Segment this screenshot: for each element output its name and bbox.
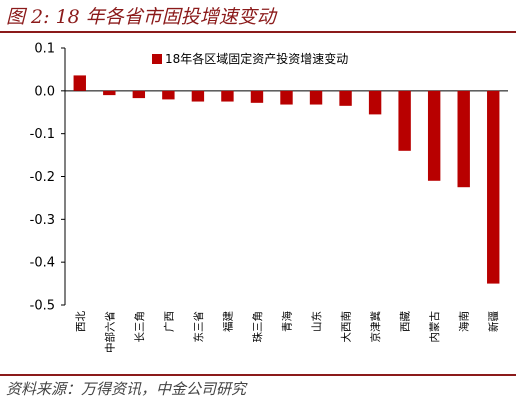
source-rule: [0, 374, 516, 376]
y-tick-label: -0.4: [30, 256, 55, 271]
bar: [221, 90, 234, 102]
y-tick-labels: 0.1 0.0 -0.1 -0.2 -0.3 -0.4 -0.5: [30, 42, 55, 314]
bar-chart: 0.1 0.0 -0.1 -0.2 -0.3 -0.4 -0.5 西北 中部六省 长三角 广西 东三…: [30, 42, 508, 353]
bar: [427, 90, 441, 181]
x-category-label: 青海: [281, 311, 294, 332]
bar: [280, 90, 293, 105]
x-category-label: 西藏: [400, 311, 412, 332]
bar: [191, 90, 205, 102]
bar: [250, 90, 264, 103]
bar: [132, 90, 146, 99]
x-category-label: 珠三角: [251, 311, 264, 343]
bar: [398, 90, 411, 151]
bar: [487, 90, 500, 284]
bar: [457, 90, 470, 188]
x-category-label: 新疆: [487, 311, 500, 332]
y-tick-label: 0.1: [34, 42, 55, 57]
y-tick-label: -0.2: [30, 170, 55, 185]
bar: [368, 90, 382, 115]
figure-source: 资料来源：万得资讯，中金公司研究: [6, 380, 247, 398]
legend-swatch: [152, 54, 162, 64]
x-category-labels: 西北 中部六省 长三角 广西 东三省 福建 珠三角 青海 山东 大西南 京津冀 西藏 内蒙古 海南 新疆: [75, 311, 500, 353]
y-tick-label: -0.3: [30, 213, 55, 228]
chart-legend: 18年各区域固定资产投资增速变动: [152, 51, 348, 66]
x-category-label: 西北: [75, 311, 87, 332]
title-rule: [0, 31, 516, 33]
bar: [339, 90, 352, 106]
x-category-label: 京津冀: [369, 311, 382, 343]
x-category-label: 海南: [458, 311, 471, 332]
figure-title: 图 2: 18 年各省市固投增速变动: [6, 6, 276, 28]
y-tick-label: -0.5: [30, 299, 55, 314]
x-category-label: 大西南: [340, 311, 353, 343]
bar: [103, 90, 116, 96]
legend-label: 18年各区域固定资产投资增速变动: [165, 51, 348, 66]
x-category-label: 中部六省: [103, 311, 116, 353]
y-tick-label: 0.0: [34, 84, 55, 99]
bar: [309, 90, 323, 105]
chart-bars: [73, 75, 500, 284]
x-category-label: 广西: [163, 311, 175, 332]
x-category-label: 东三省: [192, 311, 205, 343]
x-category-label: 内蒙古: [428, 311, 441, 343]
chart-axes: [61, 47, 508, 306]
x-category-label: 福建: [221, 311, 234, 332]
y-tick-label: -0.1: [30, 127, 55, 142]
bar: [162, 90, 175, 100]
bar: [73, 75, 86, 91]
x-category-label: 长三角: [134, 311, 146, 343]
x-category-label: 山东: [310, 311, 323, 332]
